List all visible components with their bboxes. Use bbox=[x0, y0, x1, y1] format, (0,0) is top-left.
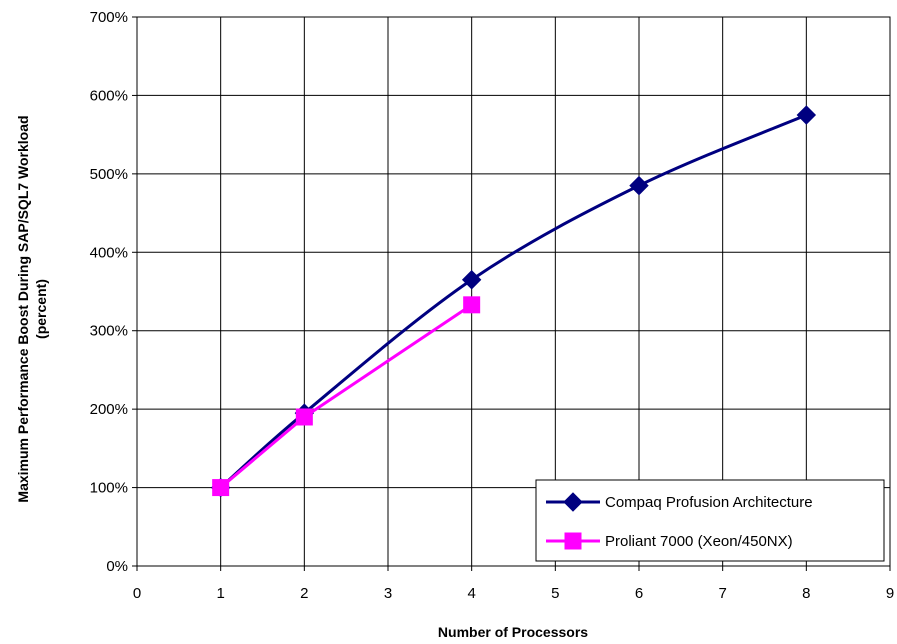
y-axis-title-line-1: Maximum Performance Boost During SAP/SQL… bbox=[15, 115, 31, 502]
data-point-marker bbox=[212, 479, 230, 497]
legend-box bbox=[535, 479, 885, 562]
y-tick-label: 300% bbox=[90, 323, 128, 340]
y-tick-label: 100% bbox=[90, 480, 128, 497]
data-point-marker bbox=[629, 175, 649, 196]
data-point-marker bbox=[463, 296, 481, 314]
legend-marker-1 bbox=[564, 532, 582, 550]
legend-marker-shape bbox=[564, 532, 582, 550]
series-1 bbox=[212, 296, 481, 497]
y-tick-label: 0% bbox=[106, 558, 128, 575]
x-tick-label: 9 bbox=[886, 585, 894, 602]
legend-label-compaq: Compaq Profusion Architecture bbox=[605, 494, 813, 511]
x-tick-label: 6 bbox=[635, 585, 643, 602]
y-tick-label: 700% bbox=[90, 9, 128, 26]
y-tick-label: 400% bbox=[90, 244, 128, 261]
x-tick-label: 4 bbox=[467, 585, 475, 602]
x-tick-label: 1 bbox=[216, 585, 224, 602]
y-tick-label: 200% bbox=[90, 401, 128, 418]
legend: Compaq Profusion Architecture Proliant 7… bbox=[535, 479, 885, 562]
y-axis-tick-labels: 0% 100% 200% 300% 400% 500% 600% 700% bbox=[90, 9, 128, 575]
legend-label-proliant: Proliant 7000 (Xeon/450NX) bbox=[605, 533, 793, 550]
plot-area bbox=[132, 16, 891, 571]
y-tick-label: 600% bbox=[90, 87, 128, 104]
x-axis-title: Number of Processors bbox=[438, 624, 588, 640]
x-tick-label: 3 bbox=[384, 585, 392, 602]
legend-marker-0 bbox=[563, 492, 583, 512]
y-axis-title-line-2: (percent) bbox=[33, 279, 49, 339]
x-tick-label: 2 bbox=[300, 585, 308, 602]
plot-background bbox=[137, 17, 890, 566]
data-point-marker bbox=[295, 408, 313, 426]
series-layer bbox=[210, 105, 817, 498]
x-tick-label: 0 bbox=[133, 585, 141, 602]
x-tick-label: 7 bbox=[718, 585, 726, 602]
x-tick-label: 5 bbox=[551, 585, 559, 602]
legend-marker-shape bbox=[563, 492, 583, 512]
data-point-marker bbox=[796, 105, 817, 125]
y-axis-title: Maximum Performance Boost During SAP/SQL… bbox=[15, 115, 49, 502]
data-point-marker bbox=[461, 270, 482, 290]
y-tick-label: 500% bbox=[90, 166, 128, 183]
x-tick-label: 8 bbox=[802, 585, 810, 602]
x-axis-tick-labels: 0 1 2 3 4 5 6 7 8 9 bbox=[133, 585, 894, 602]
plot-border bbox=[136, 16, 891, 567]
